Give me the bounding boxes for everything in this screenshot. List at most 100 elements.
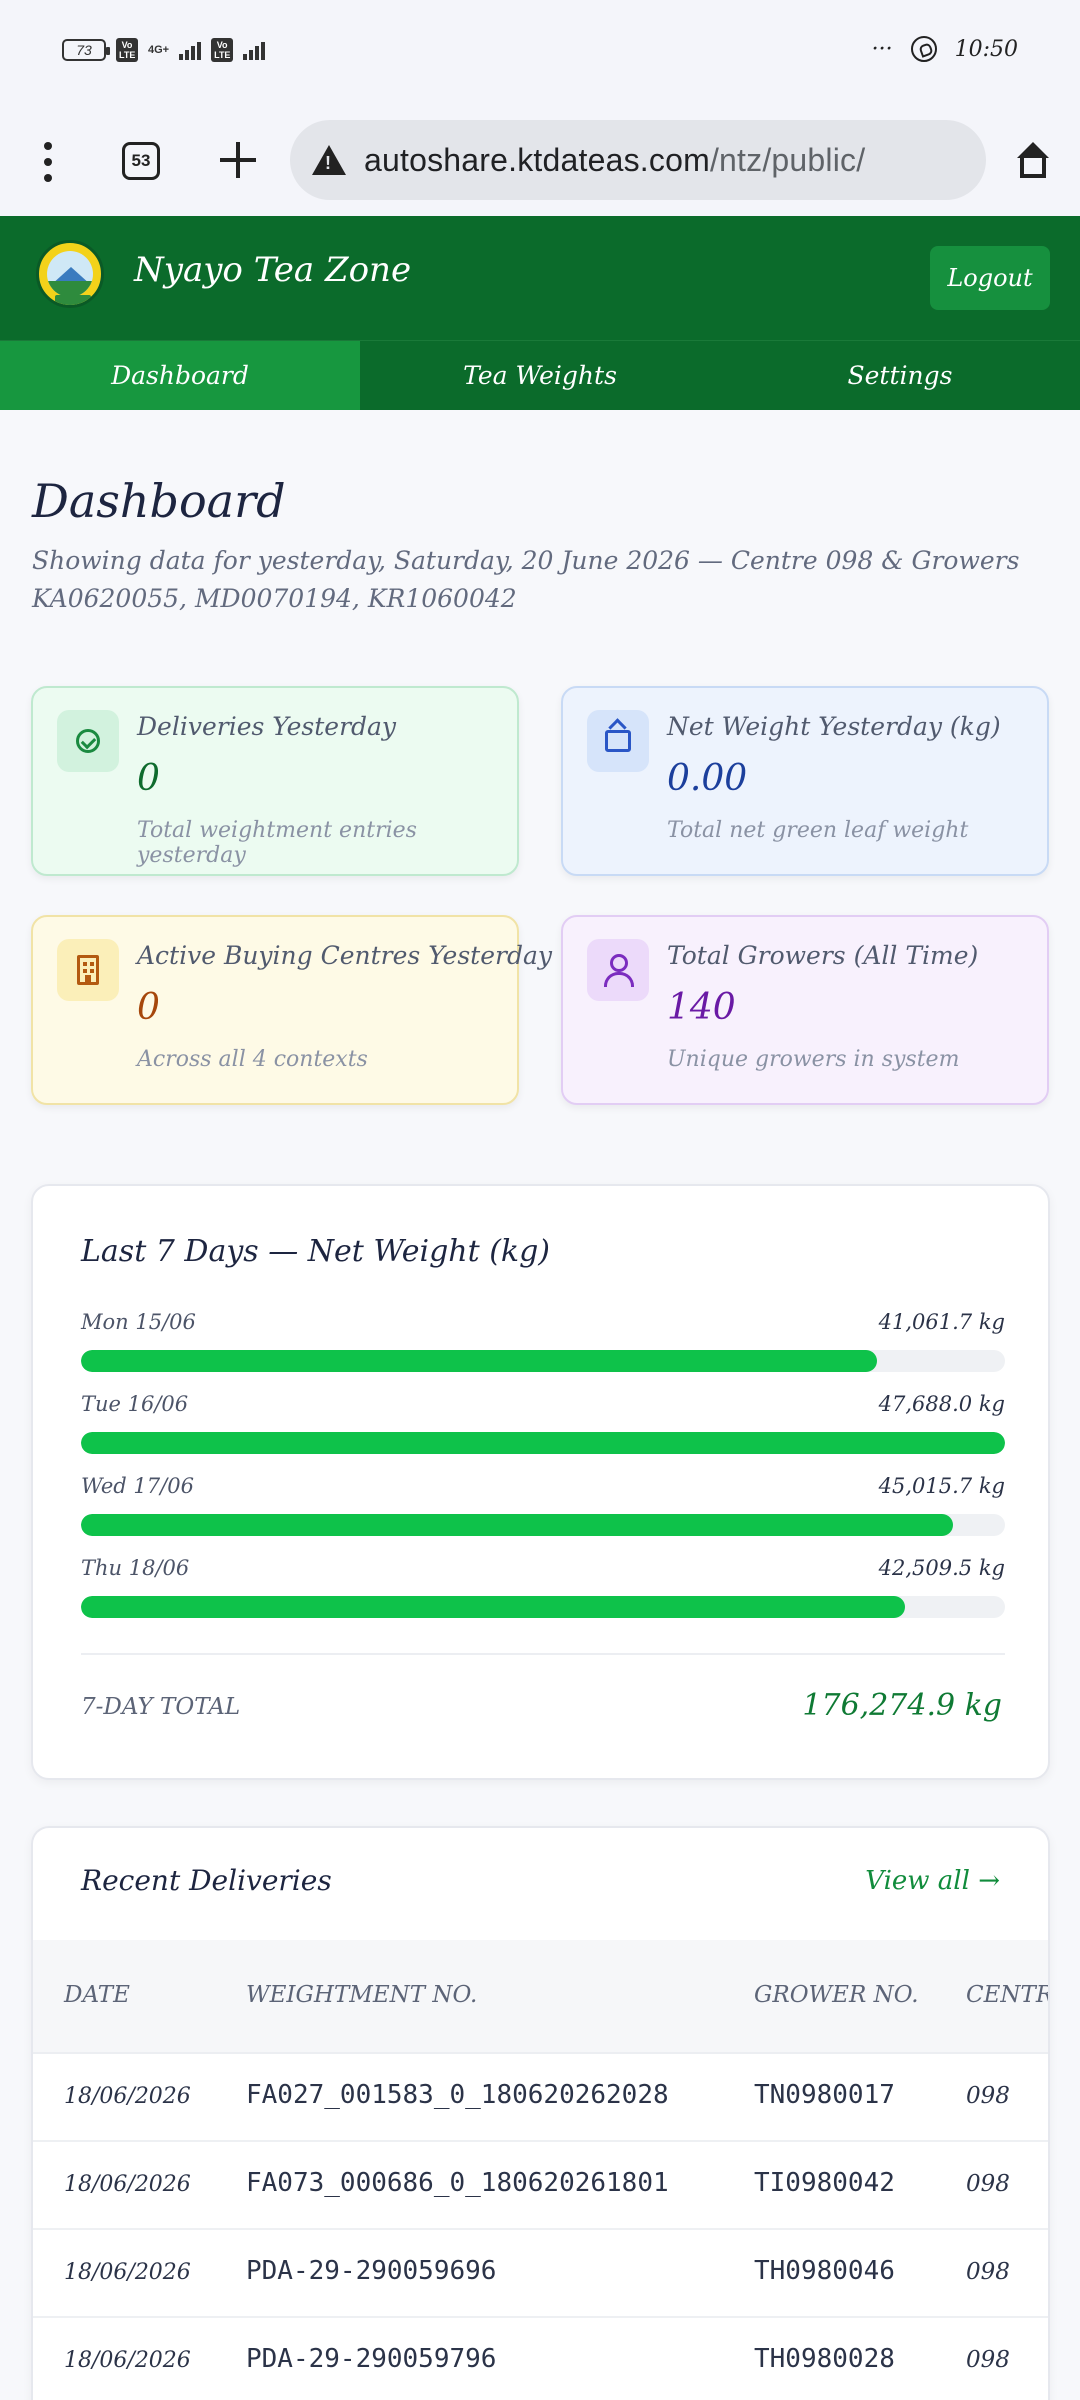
stat-label: Deliveries Yesterday — [137, 712, 397, 741]
bar-row: Thu 18/06 42,509.5 kg — [81, 1556, 1005, 1638]
cell-weightment: FA073_000686_0_180620261801 — [246, 2168, 669, 2198]
status-icons: 73 Vo LTE 4G+ Vo LTE — [62, 38, 266, 62]
more-notifications-icon: ··· — [871, 36, 893, 62]
bar-value-label: 45,015.7 kg — [878, 1474, 1005, 1498]
bar-track — [81, 1596, 1005, 1618]
url-domain: autoshare.ktdateas.com — [364, 141, 710, 178]
cell-weightment: FA027_001583_0_180620262028 — [246, 2080, 669, 2110]
bar — [81, 1596, 905, 1618]
cell-grower: TH0980046 — [754, 2256, 895, 2286]
recent-deliveries-panel: Recent Deliveries View all → DATE WEIGHT… — [31, 1826, 1050, 2400]
users-icon — [587, 939, 649, 1001]
weight-chart-panel: Last 7 Days — Net Weight (kg) Mon 15/06 4… — [31, 1184, 1050, 1780]
bar-chart: Mon 15/06 41,061.7 kg Tue 16/06 47,688.0 kg… — [81, 1310, 1005, 1638]
clock: 10:50 — [954, 36, 1018, 62]
bar-category-label: Thu 18/06 — [81, 1556, 190, 1580]
browser-toolbar: 53 autoshare.ktdateas.com/ntz/public/ — [0, 106, 1080, 216]
tab-tea-weights[interactable]: Tea Weights — [463, 361, 617, 390]
cell-grower: TH0980028 — [754, 2344, 895, 2374]
column-header-centre: CENTRE — [966, 1982, 1048, 2008]
tab-dashboard[interactable]: Dashboard — [0, 341, 360, 410]
table-header: DATE WEIGHTMENT NO. GROWER NO. CENTRE — [33, 1940, 1048, 2054]
logo — [36, 240, 104, 308]
warning-icon[interactable] — [312, 145, 346, 175]
cell-weightment: PDA-29-290059696 — [246, 2256, 497, 2286]
stat-label: Net Weight Yesterday (kg) — [667, 712, 1001, 741]
volte-icon-2: Vo LTE — [211, 38, 234, 62]
table-row[interactable]: 18/06/2026 PDA-29-290059796 TH0980028 09… — [33, 2318, 1048, 2400]
url-text[interactable]: autoshare.ktdateas.com/ntz/public/ — [364, 142, 865, 179]
cell-centre: 098 — [966, 2171, 1010, 2197]
chart-title: Last 7 Days — Net Weight (kg) — [81, 1234, 551, 1269]
page-title: Dashboard — [32, 474, 286, 528]
bar-category-label: Tue 16/06 — [81, 1392, 189, 1416]
column-header-grower: GROWER NO. — [754, 1982, 919, 2008]
total-label: 7-DAY TOTAL — [81, 1694, 241, 1720]
bar — [81, 1432, 1005, 1454]
address-bar[interactable]: autoshare.ktdateas.com/ntz/public/ — [290, 120, 986, 200]
stat-value: 0.00 — [667, 758, 748, 799]
stat-value: 140 — [667, 987, 736, 1028]
bar-row: Wed 17/06 45,015.7 kg — [81, 1474, 1005, 1556]
table-row[interactable]: 18/06/2026 FA073_000686_0_180620261801 T… — [33, 2142, 1048, 2230]
bar — [81, 1350, 877, 1372]
check-circle-icon — [57, 710, 119, 772]
cell-date: 18/06/2026 — [64, 2260, 191, 2285]
cell-centre: 098 — [966, 2259, 1010, 2285]
home-icon[interactable] — [1015, 142, 1051, 178]
tab-switcher-button[interactable]: 53 — [122, 142, 160, 180]
view-all-link[interactable]: View all → — [865, 1866, 1000, 1896]
status-bar: 73 Vo LTE 4G+ Vo LTE ··· 10:50 — [0, 0, 1080, 106]
bar-value-label: 47,688.0 kg — [878, 1392, 1005, 1416]
network-type: 4G+ — [148, 44, 170, 56]
bar-track — [81, 1350, 1005, 1372]
cell-date: 18/06/2026 — [64, 2172, 191, 2197]
whatsapp-icon — [910, 36, 937, 62]
stat-value: 0 — [137, 987, 160, 1028]
bar-row: Mon 15/06 41,061.7 kg — [81, 1310, 1005, 1392]
total-value: 176,274.9 kg — [802, 1688, 1002, 1723]
stat-note: Unique growers in system — [667, 1047, 960, 1072]
cell-date: 18/06/2026 — [64, 2084, 191, 2109]
stat-note: Total net green leaf weight — [667, 818, 969, 843]
tab-settings[interactable]: Settings — [847, 361, 953, 390]
bar-track — [81, 1432, 1005, 1454]
cell-grower: TN0980017 — [754, 2080, 895, 2110]
stat-card-total-growers: Total Growers (All Time) 140 Unique grow… — [561, 915, 1049, 1105]
nav-tabs: Dashboard Tea Weights Settings — [0, 340, 1080, 410]
bar-value-label: 41,061.7 kg — [878, 1310, 1005, 1334]
bar — [81, 1514, 954, 1536]
column-header-date: DATE — [64, 1982, 130, 2008]
bar-value-label: 42,509.5 kg — [878, 1556, 1005, 1580]
app-header: Nyayo Tea Zone Logout — [0, 216, 1080, 340]
stat-card-net-weight: Net Weight Yesterday (kg) 0.00 Total net… — [561, 686, 1049, 876]
stat-label: Total Growers (All Time) — [667, 941, 979, 970]
package-icon — [587, 710, 649, 772]
menu-kebab-icon[interactable] — [36, 142, 60, 182]
stat-card-deliveries: Deliveries Yesterday 0 Total weightment … — [31, 686, 519, 876]
divider — [81, 1653, 1005, 1655]
page-subtitle: Showing data for yesterday, Saturday, 20… — [32, 546, 1020, 613]
brand-name: Nyayo Tea Zone — [134, 250, 412, 290]
stat-label: Active Buying Centres Yesterday — [137, 941, 552, 970]
battery-icon: 73 — [62, 39, 110, 61]
cell-weightment: PDA-29-290059796 — [246, 2344, 497, 2374]
stat-note: Total weightment entries yesterday — [137, 818, 417, 868]
cell-centre: 098 — [966, 2083, 1010, 2109]
signal-icon — [179, 40, 202, 60]
cell-grower: TI0980042 — [754, 2168, 895, 2198]
stat-value: 0 — [137, 758, 160, 799]
new-tab-icon[interactable] — [220, 142, 256, 178]
cell-centre: 098 — [966, 2347, 1010, 2373]
table-row[interactable]: 18/06/2026 FA027_001583_0_180620262028 T… — [33, 2054, 1048, 2142]
url-path: /ntz/public/ — [709, 141, 866, 178]
status-right: ··· 10:50 — [872, 36, 1018, 62]
volte-icon: Vo LTE — [116, 38, 138, 62]
bar-row: Tue 16/06 47,688.0 kg — [81, 1392, 1005, 1474]
building-icon — [57, 939, 119, 1001]
stat-card-buying-centres: Active Buying Centres Yesterday 0 Across… — [31, 915, 552, 1105]
bar-track — [81, 1514, 1005, 1536]
logout-button[interactable]: Logout — [930, 246, 1050, 310]
table-row[interactable]: 18/06/2026 PDA-29-290059696 TH0980046 09… — [33, 2230, 1048, 2318]
bar-category-label: Wed 17/06 — [81, 1474, 194, 1498]
